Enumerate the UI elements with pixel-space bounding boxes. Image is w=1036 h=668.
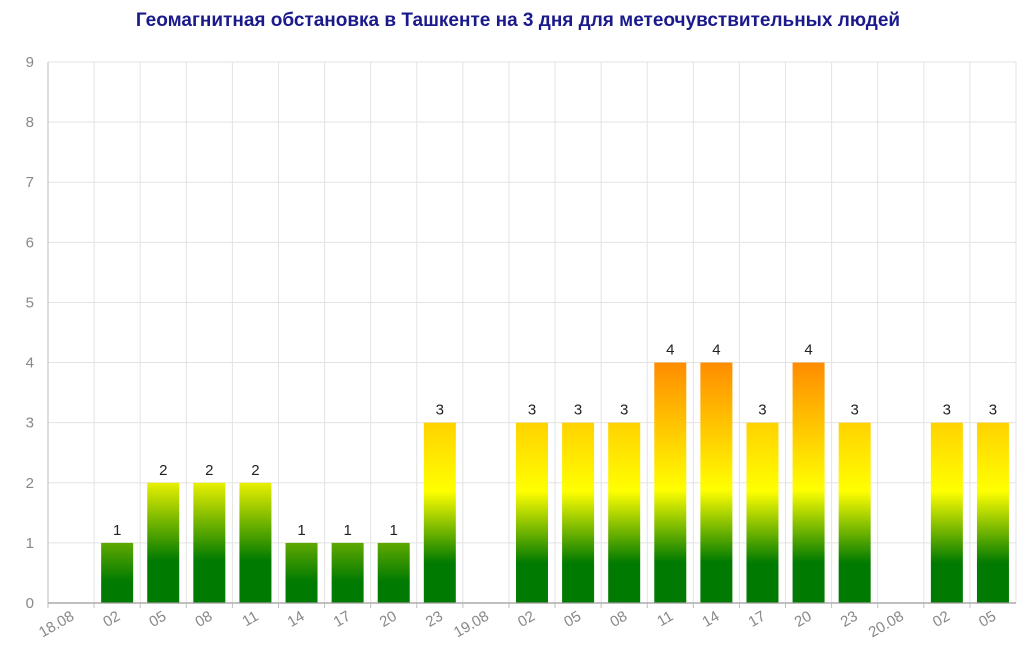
bar-value-label: 3 [758, 402, 766, 419]
bar [792, 362, 825, 603]
x-tick-label: 08 [192, 608, 215, 631]
y-tick-label: 2 [26, 475, 34, 492]
bar-value-label: 2 [251, 462, 259, 479]
x-tick-label: 02 [930, 608, 953, 631]
bar-value-label: 2 [159, 462, 167, 479]
bar [377, 542, 410, 603]
bar [147, 482, 180, 603]
bar-value-label: 3 [620, 402, 628, 419]
x-tick-label: 23 [838, 608, 861, 631]
bar-value-label: 3 [436, 402, 444, 419]
bar-value-label: 4 [804, 342, 812, 359]
data-labels: 1 2 2 2 1 1 1 3 3 3 3 4 4 3 4 3 3 3 [113, 342, 997, 539]
bar-value-label: 1 [113, 522, 121, 539]
x-tick-label: 19.08 [451, 608, 492, 641]
bar [516, 422, 548, 603]
bar-value-label: 3 [528, 402, 536, 419]
y-tick-label: 6 [26, 234, 34, 251]
x-tick-label: 20.08 [866, 608, 907, 641]
x-tick-label: 05 [976, 608, 999, 631]
bar [423, 422, 456, 603]
x-tick-label: 11 [654, 608, 676, 631]
bar [654, 362, 687, 603]
bar [193, 482, 226, 603]
x-tick-label: 18.08 [36, 608, 77, 641]
bar-value-label: 3 [574, 402, 582, 419]
y-tick-label: 4 [26, 355, 34, 372]
bar-value-label: 3 [850, 402, 858, 419]
y-tick-label: 7 [26, 174, 34, 191]
bar [101, 542, 134, 603]
x-tick-label: 17 [746, 608, 769, 631]
x-tick-label: 14 [285, 608, 308, 631]
y-tick-label: 5 [26, 294, 34, 311]
x-tick-label: 02 [100, 608, 123, 631]
bar [239, 482, 272, 603]
bar-value-label: 3 [943, 402, 951, 419]
bar [608, 422, 641, 603]
y-tick-label: 3 [26, 415, 34, 432]
bar-value-label: 4 [712, 342, 720, 359]
bar [838, 422, 871, 603]
y-tick-label: 9 [26, 54, 34, 71]
x-tick-label: 05 [146, 608, 169, 631]
bars [101, 362, 1009, 603]
bar-value-label: 4 [666, 342, 674, 359]
bar [331, 542, 364, 603]
bar-value-label: 1 [343, 522, 351, 539]
chart-title: Геомагнитная обстановка в Ташкенте на 3 … [135, 10, 901, 31]
x-tick-label: 17 [331, 608, 354, 631]
y-tick-label: 0 [26, 595, 34, 612]
x-tick-label: 08 [607, 608, 630, 631]
y-tick-label: 1 [26, 535, 34, 552]
bar [562, 422, 595, 603]
bar [930, 422, 963, 603]
bar-value-label: 2 [205, 462, 213, 479]
y-tick-label: 8 [26, 114, 34, 131]
bar-value-label: 1 [390, 522, 398, 539]
bar [976, 422, 1009, 603]
x-tick-label: 05 [561, 608, 584, 631]
x-tick-label: 02 [515, 608, 538, 631]
bar-value-label: 3 [989, 402, 997, 419]
bar [746, 422, 779, 603]
x-tick-label: 20 [792, 608, 815, 631]
x-tick-label: 11 [239, 608, 261, 631]
x-tick-label: 20 [377, 608, 400, 631]
bar [285, 542, 318, 603]
x-tick-label: 23 [423, 608, 446, 631]
bar [700, 362, 733, 603]
x-tick-label: 14 [699, 608, 722, 631]
bar-value-label: 1 [297, 522, 305, 539]
